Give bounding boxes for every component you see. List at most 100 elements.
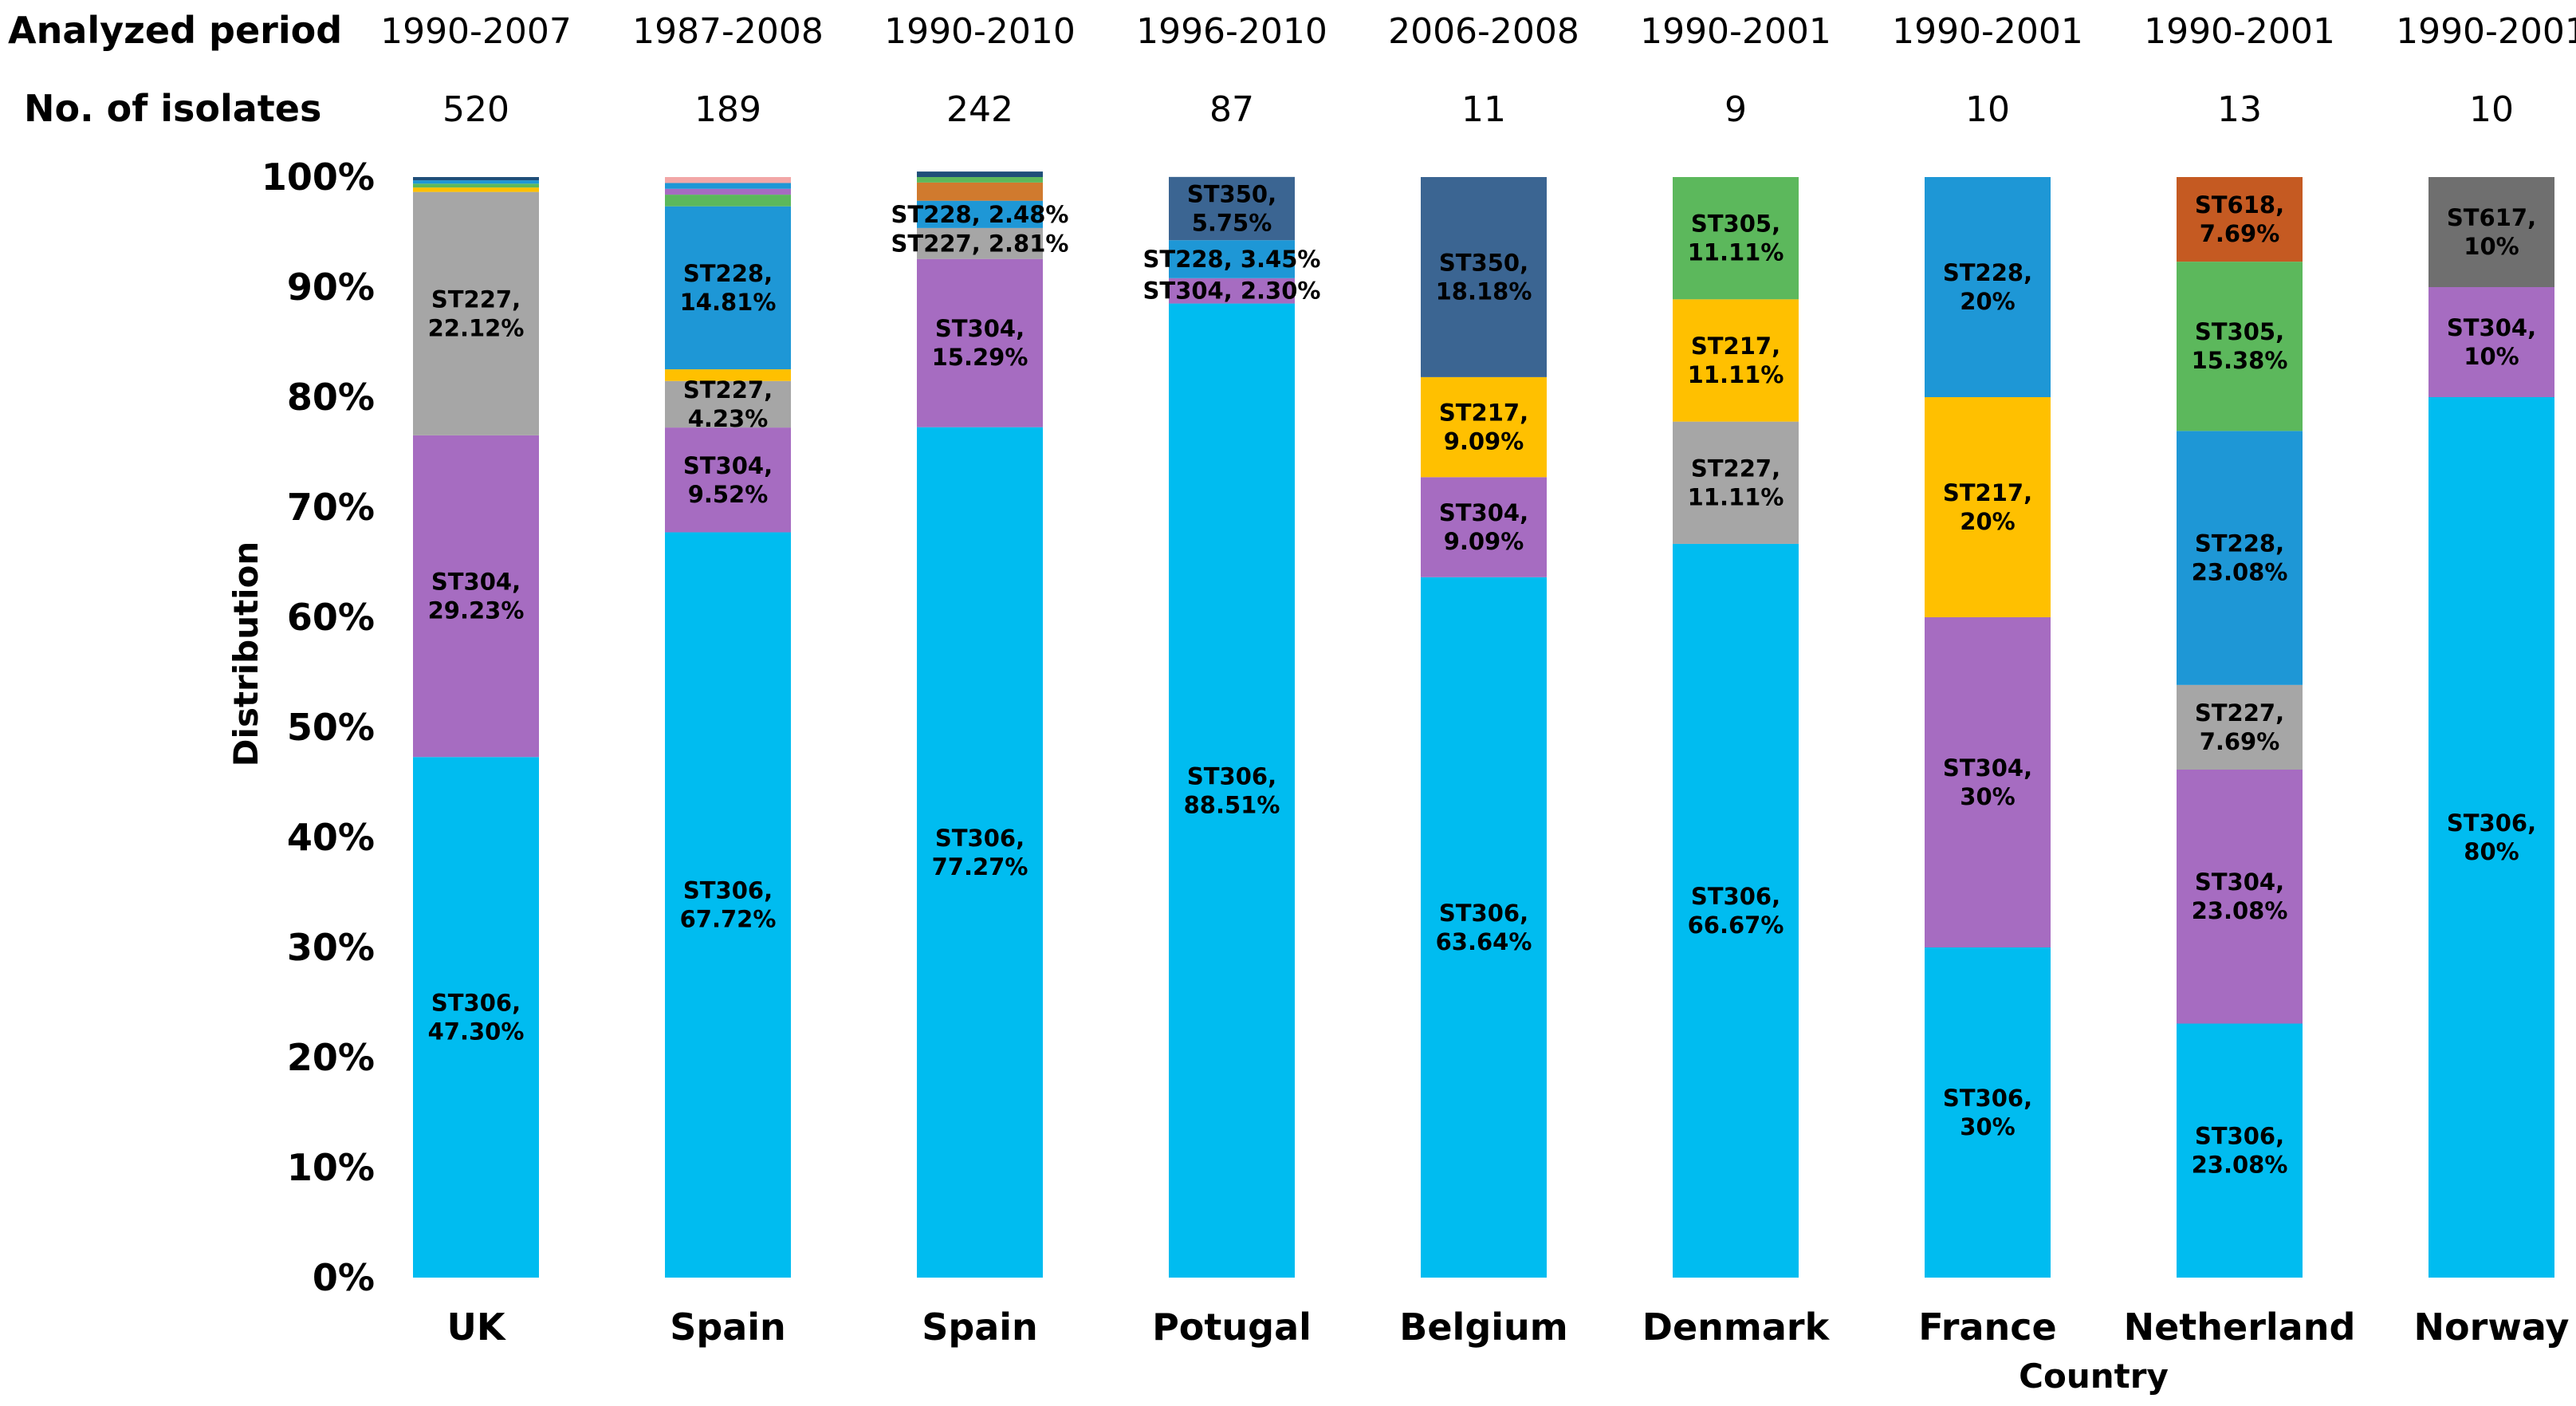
isolates-label: No. of isolates <box>24 87 321 130</box>
bar-segment-st227 <box>2177 684 2303 770</box>
data-label: ST306, <box>1439 900 1528 927</box>
bar-segment-st304 <box>1169 278 1295 304</box>
data-label: ST306, <box>683 877 773 904</box>
bar-segment-st350 <box>1421 177 1547 377</box>
y-tick-label: 40% <box>287 816 375 859</box>
x-category-label: Belgium <box>1399 1306 1567 1349</box>
y-tick-label: 70% <box>287 486 375 529</box>
analyzed-period-label: Analyzed period <box>8 9 342 52</box>
bar-segment-st228 <box>1169 240 1295 278</box>
analyzed-period-value: 1990-2001 <box>1892 11 2083 52</box>
segment-labels: ST306,47.30%ST304,29.23%ST227,22.12%ST30… <box>428 181 2537 1179</box>
data-label: ST306, <box>2447 809 2536 837</box>
data-label: 66.67% <box>1688 912 1784 939</box>
data-label: 20% <box>1960 288 2015 315</box>
y-tick-label: 20% <box>287 1036 375 1079</box>
bar-segment-st306 <box>665 532 791 1278</box>
x-category-label: Potugal <box>1152 1306 1312 1349</box>
data-label: 15.38% <box>2192 347 2288 374</box>
y-tick-label: 60% <box>287 596 375 639</box>
data-label: 30% <box>1960 783 2015 810</box>
bar-segment-st306 <box>2177 1023 2303 1278</box>
data-label: ST306, <box>2195 1123 2284 1150</box>
bar-segment-other <box>413 177 539 181</box>
data-label: ST618, <box>2195 191 2284 219</box>
data-label: ST304, <box>2447 314 2536 341</box>
analyzed-period-value: 1990-2001 <box>1640 11 1831 52</box>
analyzed-period-value: 1990-2010 <box>884 11 1076 52</box>
bar-segment-st618 <box>2177 177 2303 262</box>
bar-segment-st227 <box>413 191 539 435</box>
y-axis: 0% 10% 20% 30% 40% 50% 60% 70% 80% 90% 100% <box>262 156 375 1299</box>
bar-segment-st305 <box>1673 177 1799 300</box>
isolates-value: 10 <box>2469 89 2514 130</box>
bar-segment-other <box>917 171 1043 177</box>
bar-segment-st304 <box>2177 769 2303 1024</box>
isolates-value: 189 <box>694 89 761 130</box>
bar-segment-other <box>413 187 539 192</box>
analyzed-period-value: 1990-2001 <box>2396 11 2576 52</box>
bar-segment-st304 <box>413 435 539 758</box>
bar-segment-other <box>665 369 791 381</box>
data-label: ST227, <box>431 286 521 313</box>
analyzed-period-value: 2006-2008 <box>1388 11 1579 52</box>
x-category-label: Spain <box>670 1306 786 1349</box>
data-label: ST217, <box>1943 479 2032 506</box>
header-values: 1990-2007 520 1987-2008 189 1990-2010 242 1996… <box>380 11 2576 130</box>
data-label: 67.72% <box>680 906 777 933</box>
bar-segment-st306 <box>1169 303 1295 1278</box>
y-tick-label: 100% <box>262 156 375 199</box>
data-label: ST227, <box>2195 699 2284 727</box>
bars <box>413 171 2554 1278</box>
bar-segment-st306 <box>917 427 1043 1278</box>
data-label: 7.69% <box>2200 728 2280 755</box>
data-label: 9.52% <box>688 481 769 508</box>
data-label: 9.09% <box>1444 428 1524 455</box>
data-label: 18.18% <box>1436 278 1532 305</box>
data-label: ST304, <box>1439 499 1528 526</box>
data-label: ST304, <box>431 569 521 596</box>
data-label: 63.64% <box>1436 928 1532 955</box>
analyzed-period-value: 1990-2001 <box>2144 11 2335 52</box>
bar-segment-st617 <box>2429 177 2554 287</box>
bar-segment-st227 <box>1673 421 1799 544</box>
header-labels: Analyzed period No. of isolates <box>8 9 342 130</box>
x-category-label: Norway <box>2414 1306 2570 1349</box>
data-label: ST304, <box>2195 868 2284 896</box>
bar-segment-st304 <box>1421 477 1547 577</box>
data-label: ST306, <box>431 990 521 1017</box>
bar-segment-st304 <box>665 427 791 533</box>
data-label: 7.69% <box>2200 220 2280 247</box>
bar-segment-st217 <box>1421 376 1547 478</box>
data-label: 10% <box>2464 233 2519 260</box>
data-label: 5.75% <box>1192 210 1272 237</box>
data-label: 22.12% <box>428 314 525 341</box>
isolates-value: 9 <box>1725 89 1747 130</box>
bar-segment-other <box>665 183 791 189</box>
data-label: 80% <box>2464 838 2519 865</box>
bar-segment-st306 <box>1673 543 1799 1278</box>
data-label: ST306, <box>935 825 1025 852</box>
data-label: ST350, <box>1187 181 1276 208</box>
y-tick-label: 30% <box>287 926 375 969</box>
bar-segment-st228 <box>917 200 1043 228</box>
x-axis: UK Spain Spain Potugal Belgium Denmark France N… <box>447 1306 2570 1349</box>
data-label: ST228, <box>2195 530 2284 557</box>
data-label: ST304, <box>1943 754 2032 782</box>
data-label: ST227, <box>1691 455 1780 482</box>
data-label: 15.29% <box>932 344 1028 371</box>
x-category-label: Spain <box>922 1306 1038 1349</box>
bar-segment-st217 <box>1925 397 2051 617</box>
bar-segment-st306 <box>1925 947 2051 1278</box>
analyzed-period-value: 1990-2007 <box>380 11 572 52</box>
data-label: ST228, <box>1943 259 2032 286</box>
bar-segment-other <box>665 195 791 207</box>
data-label: ST227, 2.81% <box>891 230 1069 257</box>
data-label: ST217, <box>1439 400 1528 427</box>
data-label: 20% <box>1960 508 2015 535</box>
bar-segment-st305 <box>2177 262 2303 431</box>
data-label: 4.23% <box>688 405 769 432</box>
data-label: 30% <box>1960 1113 2015 1140</box>
y-tick-label: 80% <box>287 376 375 419</box>
